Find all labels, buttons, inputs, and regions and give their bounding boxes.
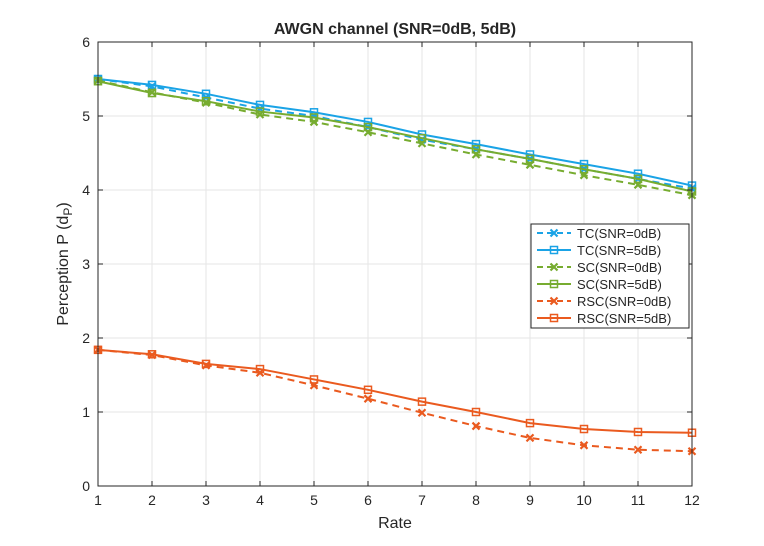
legend-marker bbox=[549, 245, 559, 255]
data-point bbox=[201, 359, 211, 369]
data-point bbox=[309, 113, 319, 122]
x-tick-label: 7 bbox=[418, 492, 426, 508]
x-axis-label: Rate bbox=[378, 515, 412, 532]
x-ticks: 1 2 3 4 5 6 7 8 9 10 11 12 bbox=[94, 42, 700, 508]
legend-label: RSC(SNR=0dB) bbox=[577, 294, 671, 309]
data-point bbox=[525, 418, 535, 428]
y-axis-label-main: Perception P (d bbox=[55, 216, 72, 326]
chart-title: AWGN channel (SNR=0dB, 5dB) bbox=[274, 21, 516, 38]
data-point bbox=[633, 445, 643, 455]
data-point bbox=[579, 159, 589, 169]
data-point bbox=[309, 108, 319, 117]
legend-marker bbox=[549, 279, 559, 289]
x-tick-label: 9 bbox=[526, 492, 534, 508]
data-point bbox=[579, 441, 589, 450]
y-axis-label-subscript: P bbox=[61, 208, 75, 216]
legend-item: RSC(SNR=5dB) bbox=[537, 311, 671, 326]
data-point bbox=[201, 96, 211, 106]
legend: TC(SNR=0dB) TC(SNR=5dB) SC(SNR=0dB) SC(SNR=… bbox=[530, 223, 690, 329]
series-RSC(SNR=5dB) bbox=[93, 345, 697, 437]
legend-item: SC(SNR=0dB) bbox=[537, 260, 662, 275]
x-tick-label: 4 bbox=[256, 492, 264, 508]
data-point bbox=[147, 80, 157, 90]
data-point bbox=[471, 139, 481, 149]
data-point bbox=[363, 122, 373, 132]
legend-label: TC(SNR=5dB) bbox=[577, 243, 661, 258]
legend-marker bbox=[549, 313, 559, 323]
y-axis-label: Perception P (dP) bbox=[55, 202, 75, 325]
data-point bbox=[417, 133, 427, 143]
y-tick-label: 5 bbox=[82, 108, 90, 124]
data-point bbox=[579, 165, 589, 174]
data-point bbox=[525, 433, 535, 443]
legend-item: TC(SNR=0dB) bbox=[537, 226, 661, 241]
x-tick-label: 1 bbox=[94, 492, 102, 508]
y-axis-label-suffix: ) bbox=[55, 202, 72, 207]
data-point bbox=[417, 408, 427, 418]
y-tick-label: 0 bbox=[82, 478, 90, 494]
data-point bbox=[633, 174, 643, 184]
legend-label: SC(SNR=0dB) bbox=[577, 260, 662, 275]
y-ticks: 0 1 2 3 4 5 6 bbox=[82, 34, 692, 494]
y-tick-label: 6 bbox=[82, 34, 90, 50]
x-tick-label: 2 bbox=[148, 492, 156, 508]
x-tick-label: 12 bbox=[684, 492, 700, 508]
data-point bbox=[633, 169, 643, 178]
data-point bbox=[363, 385, 373, 395]
series-line bbox=[97, 348, 693, 434]
legend-box bbox=[530, 223, 690, 329]
legend-label: RSC(SNR=5dB) bbox=[577, 311, 671, 326]
legend-item: RSC(SNR=0dB) bbox=[537, 294, 671, 309]
data-point bbox=[471, 407, 481, 417]
data-point bbox=[471, 421, 481, 431]
series-layer bbox=[93, 74, 697, 456]
y-tick-label: 1 bbox=[82, 404, 90, 420]
series-line bbox=[97, 348, 693, 453]
y-tick-label: 2 bbox=[82, 330, 90, 346]
legend-label: TC(SNR=0dB) bbox=[577, 226, 661, 241]
data-point bbox=[309, 117, 319, 127]
data-point bbox=[633, 427, 643, 437]
series-TC(SNR=5dB) bbox=[93, 74, 697, 190]
legend-item: SC(SNR=5dB) bbox=[537, 277, 662, 292]
x-tick-label: 11 bbox=[631, 492, 646, 508]
legend-item: TC(SNR=5dB) bbox=[537, 243, 661, 258]
data-point bbox=[255, 107, 265, 116]
series-line bbox=[97, 79, 693, 197]
legend-marker bbox=[549, 296, 559, 306]
data-point bbox=[255, 364, 265, 374]
y-axis-label-group: Perception P (dP) bbox=[55, 202, 75, 325]
legend-marker bbox=[549, 262, 559, 272]
data-point bbox=[309, 375, 319, 384]
y-tick-label: 4 bbox=[82, 182, 90, 198]
data-point bbox=[525, 154, 535, 164]
data-point bbox=[363, 117, 373, 127]
data-point bbox=[147, 88, 157, 98]
data-point bbox=[471, 145, 481, 154]
data-point bbox=[417, 397, 427, 406]
series-line bbox=[97, 78, 693, 187]
data-point bbox=[579, 424, 589, 434]
series-line bbox=[97, 80, 693, 193]
x-tick-label: 3 bbox=[202, 492, 210, 508]
data-point bbox=[147, 350, 157, 359]
y-tick-label: 3 bbox=[82, 256, 90, 272]
x-tick-label: 6 bbox=[364, 492, 372, 508]
legend-marker bbox=[549, 228, 559, 238]
legend-label: SC(SNR=5dB) bbox=[577, 277, 662, 292]
x-tick-label: 10 bbox=[576, 492, 592, 508]
data-point bbox=[363, 394, 373, 403]
x-tick-label: 5 bbox=[310, 492, 318, 508]
x-tick-label: 8 bbox=[472, 492, 480, 508]
series-SC(SNR=5dB) bbox=[93, 76, 697, 196]
